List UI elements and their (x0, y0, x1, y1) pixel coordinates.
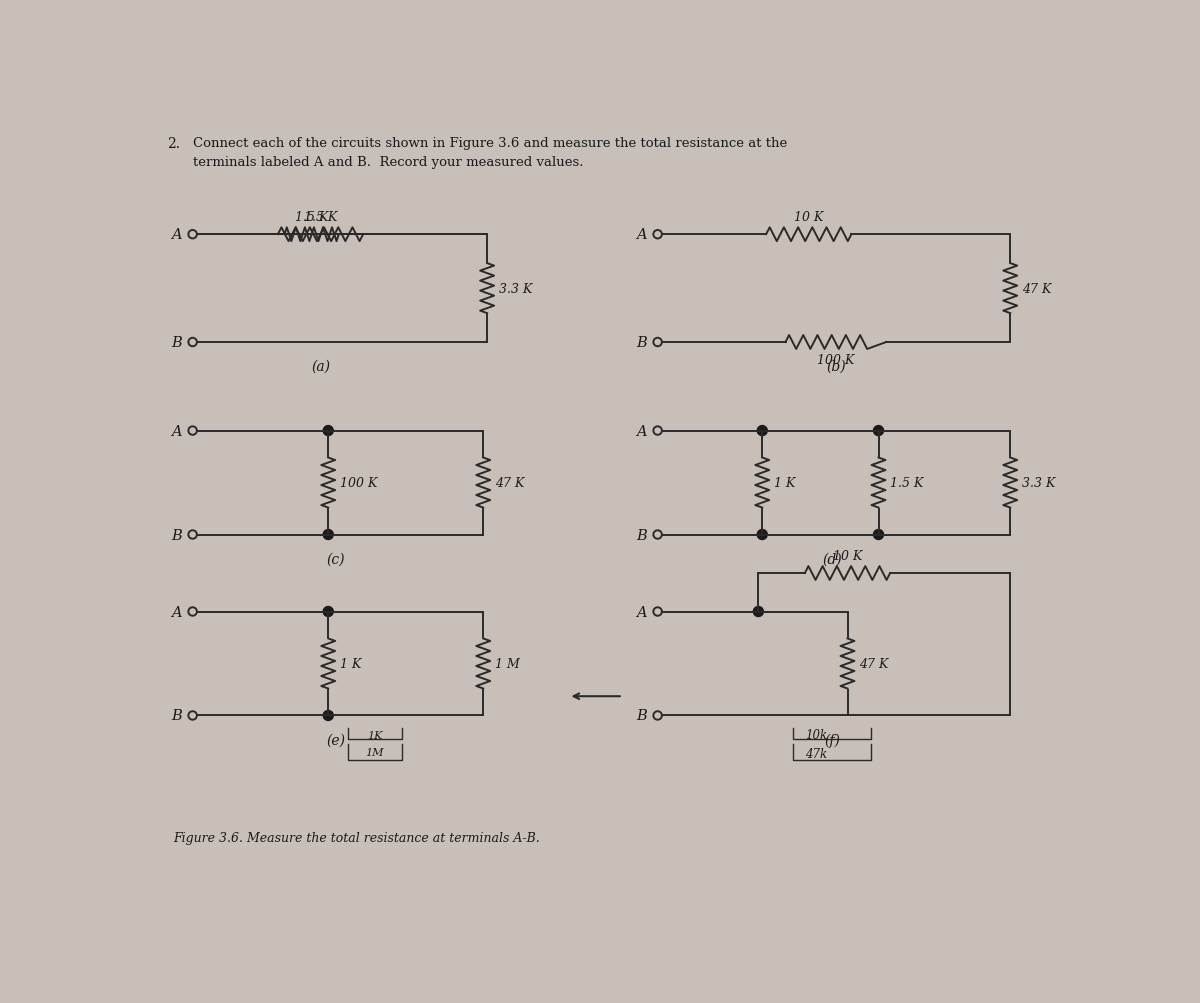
Circle shape (757, 426, 767, 436)
Text: 3.3 K: 3.3 K (499, 282, 532, 295)
Text: A: A (172, 228, 181, 242)
Circle shape (323, 607, 334, 617)
Text: 1.5 K: 1.5 K (295, 212, 329, 225)
Text: 47 K: 47 K (494, 476, 524, 489)
Text: 1.5 K: 1.5 K (304, 212, 337, 225)
Text: B: B (172, 336, 181, 350)
Text: 1 K: 1 K (774, 476, 796, 489)
Text: 1 M: 1 M (494, 657, 520, 670)
Text: A: A (172, 605, 181, 619)
Text: 1 K: 1 K (340, 657, 361, 670)
Circle shape (754, 607, 763, 617)
Circle shape (323, 530, 334, 540)
Circle shape (323, 711, 334, 721)
Text: 1M: 1M (366, 747, 384, 757)
Text: 3.3 K: 3.3 K (1022, 476, 1055, 489)
Text: 10 K: 10 K (794, 212, 823, 225)
Text: 2.: 2. (167, 137, 180, 151)
Text: B: B (636, 336, 647, 350)
Text: Connect each of the circuits shown in Figure 3.6 and measure the total resistanc: Connect each of the circuits shown in Fi… (193, 137, 787, 150)
Circle shape (757, 530, 767, 540)
Circle shape (323, 426, 334, 436)
Text: Figure 3.6. Measure the total resistance at terminals A-B.: Figure 3.6. Measure the total resistance… (173, 831, 540, 845)
Text: A: A (636, 228, 647, 242)
Text: 47 K: 47 K (1022, 282, 1051, 295)
Text: (e): (e) (326, 732, 346, 746)
Text: 1.5 K: 1.5 K (890, 476, 924, 489)
Text: (c): (c) (326, 552, 346, 566)
Text: A: A (636, 605, 647, 619)
Text: (f): (f) (824, 732, 840, 747)
Text: 10k: 10k (805, 728, 827, 741)
Circle shape (874, 530, 883, 540)
Text: 100 K: 100 K (340, 476, 377, 489)
Text: 47 K: 47 K (859, 657, 888, 670)
Text: (a): (a) (311, 360, 330, 373)
Text: 10 K: 10 K (833, 550, 862, 563)
Text: 100 K: 100 K (817, 353, 854, 366)
Circle shape (874, 426, 883, 436)
Text: (d): (d) (822, 552, 842, 566)
Text: 1K: 1K (367, 730, 383, 740)
Text: B: B (636, 709, 647, 723)
Text: A: A (636, 424, 647, 438)
Text: B: B (172, 709, 181, 723)
Text: A: A (172, 424, 181, 438)
Text: terminals labeled A and B.  Record your measured values.: terminals labeled A and B. Record your m… (193, 155, 583, 169)
Text: 47k: 47k (805, 747, 827, 760)
Text: B: B (172, 528, 181, 542)
Text: B: B (636, 528, 647, 542)
Text: (b): (b) (826, 360, 846, 373)
